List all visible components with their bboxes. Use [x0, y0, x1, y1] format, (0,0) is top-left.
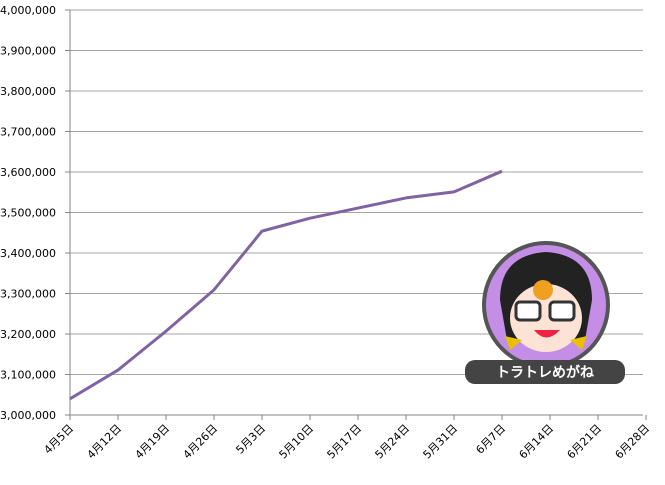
x-tick-label: 5月3日: [233, 422, 268, 457]
y-tick-label: 3,800,000: [0, 85, 56, 98]
avatar-glasses: [514, 300, 542, 322]
y-tick-label: 4,000,000: [0, 4, 56, 17]
x-tick-label: 6月28日: [613, 422, 653, 462]
x-tick-label: 6月7日: [473, 422, 508, 457]
line-series: [69, 169, 503, 401]
x-tick-label: 5月24日: [373, 422, 413, 462]
y-tick-label: 3,100,000: [0, 369, 56, 382]
avatar-glasses: [548, 300, 576, 322]
y-tick-label: 3,300,000: [0, 288, 56, 301]
x-tick-label: 6月14日: [517, 422, 557, 462]
x-tick-label: 5月17日: [325, 422, 365, 462]
avatar: トラトレめがね: [465, 241, 625, 384]
y-tick-label: 3,400,000: [0, 247, 56, 260]
x-tick-label: 4月19日: [133, 422, 173, 462]
x-tick-label: 4月12日: [85, 422, 125, 462]
x-tick-label: 6月21日: [565, 422, 605, 462]
badge: [465, 360, 625, 384]
avatar-mouth: [534, 330, 560, 338]
y-tick-label: 3,200,000: [0, 328, 56, 341]
avatar-bangs: [512, 276, 580, 296]
y-tick-label: 3,600,000: [0, 166, 56, 179]
watermark: トラトレめがね: [496, 364, 594, 381]
avatar-tiger: [533, 280, 553, 300]
x-tick-label: 4月5日: [41, 422, 76, 457]
y-tick-label: 3,000,000: [0, 409, 56, 422]
x-tick-label: 5月10日: [277, 422, 317, 462]
x-tick-label: 4月26日: [181, 422, 221, 462]
y-tick-label: 3,700,000: [0, 126, 56, 139]
x-tick-label: 5月31日: [421, 422, 461, 462]
y-tick-label: 3,500,000: [0, 207, 56, 220]
y-tick-label: 3,900,000: [0, 45, 56, 58]
